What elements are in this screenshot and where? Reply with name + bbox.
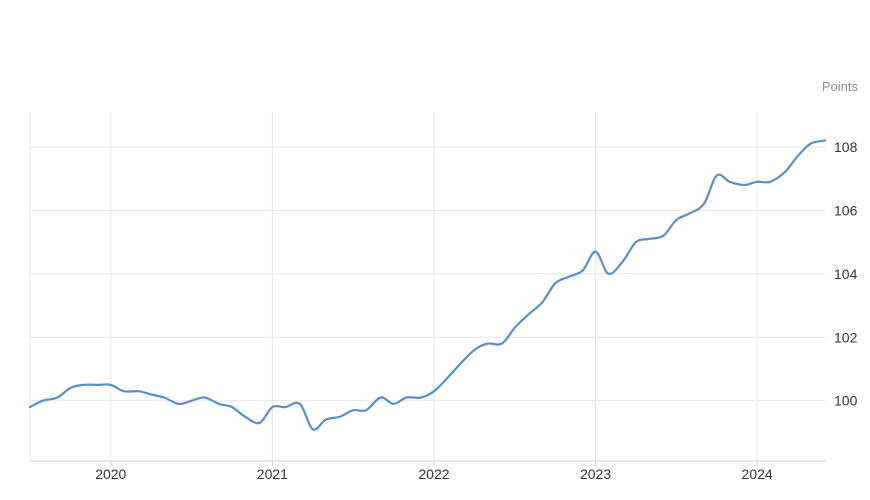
y-tick-label: 100 xyxy=(834,393,858,409)
x-tick-label: 2020 xyxy=(95,466,126,482)
grid xyxy=(29,112,825,462)
x-tick-label: 2022 xyxy=(418,466,449,482)
y-tick-label: 106 xyxy=(834,202,858,218)
x-tick-label: 2024 xyxy=(742,466,773,482)
series-line xyxy=(28,139,827,431)
x-tick-label: 2023 xyxy=(580,466,611,482)
y-tick-label: 102 xyxy=(834,329,858,345)
y-tick-label: 104 xyxy=(834,266,858,282)
y-tick-label: 108 xyxy=(834,139,858,155)
unit-label: Points xyxy=(822,79,859,94)
y-axis: 100 102 104 106 108 xyxy=(834,139,858,409)
x-axis: 2020 2021 2022 2023 2024 xyxy=(95,461,773,482)
x-tick-label: 2021 xyxy=(257,466,288,482)
